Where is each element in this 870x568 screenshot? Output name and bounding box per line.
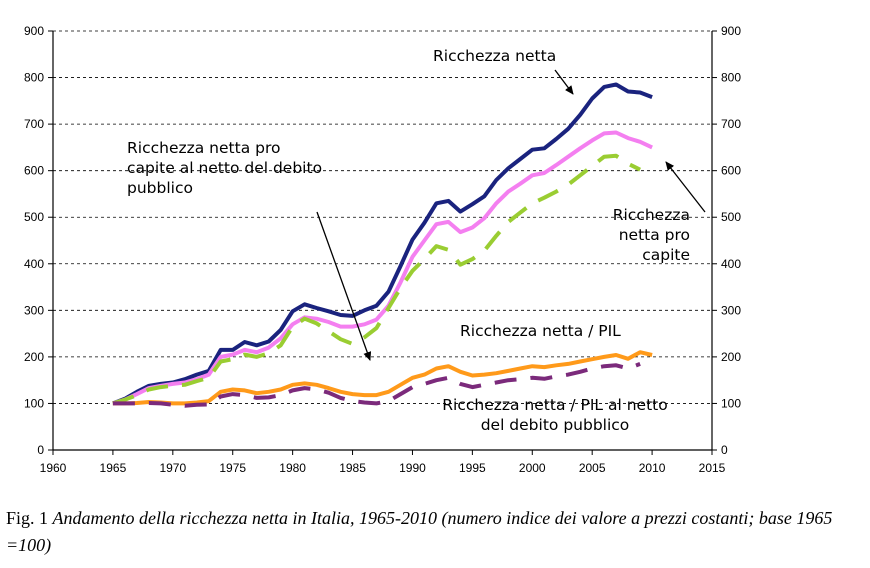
annotation-0-line-0: Ricchezza netta	[433, 47, 556, 65]
x-tick-label-1980: 1980	[279, 461, 306, 475]
annotation-4: Ricchezza netta / PIL al netto del debito…	[442, 396, 667, 434]
x-tick-label-1960: 1960	[40, 461, 67, 475]
axes	[48, 30, 717, 455]
annotation-arrow-0	[554, 69, 574, 95]
annotation-2-line-2: capite	[642, 246, 690, 264]
y-tick-label-left-800: 800	[24, 71, 44, 85]
annotation-2-line-1: netta pro	[619, 226, 690, 244]
y-tick-label-left-300: 300	[24, 303, 44, 317]
y-tick-label-left-500: 500	[24, 210, 44, 224]
annotation-3: Ricchezza netta / PIL	[460, 322, 621, 340]
y-tick-label-left-900: 900	[24, 24, 44, 38]
annotation-2-line-0: Ricchezza	[613, 206, 690, 224]
x-tick-label-1985: 1985	[339, 461, 366, 475]
x-tick-label-2015: 2015	[699, 461, 726, 475]
y-tick-label-left-400: 400	[24, 257, 44, 271]
annotation-4-line-1: del debito pubblico	[481, 416, 630, 434]
x-tick-label-2010: 2010	[639, 461, 666, 475]
x-tick-label-2005: 2005	[579, 461, 606, 475]
annotation-1-line-1: capite al netto del debito	[127, 159, 322, 177]
series-layer	[112, 82, 653, 408]
y-tick-label-right-500: 500	[721, 210, 741, 224]
y-tick-label-right-0: 0	[721, 443, 728, 457]
y-tick-label-left-600: 600	[24, 164, 44, 178]
x-tick-label-2000: 2000	[519, 461, 546, 475]
annotation-4-line-0: Ricchezza netta / PIL al netto	[442, 396, 667, 414]
y-tick-label-right-800: 800	[721, 71, 741, 85]
annotation-1-line-0: Ricchezza netta pro	[127, 139, 280, 157]
annotations: Ricchezza netta Ricchezza netta pro capite…	[127, 47, 706, 434]
annotation-2: Ricchezza netta pro capite	[613, 206, 690, 264]
x-tick-label-1995: 1995	[459, 461, 486, 475]
annotation-1-line-2: pubblico	[127, 179, 193, 197]
annotation-arrow-1	[316, 211, 372, 361]
caption-prefix: Fig. 1	[6, 508, 53, 528]
y-tick-label-right-600: 600	[721, 164, 741, 178]
annotation-arrow-2	[665, 161, 706, 213]
x-tick-label-1990: 1990	[399, 461, 426, 475]
y-tick-label-left-700: 700	[24, 117, 44, 131]
series-line-1	[112, 130, 653, 406]
line-chart: 0 100 200 300 400 500 600 700 800 900 0 100 200 300 40…	[24, 24, 741, 475]
x-tick-label-1975: 1975	[219, 461, 246, 475]
series-line-3	[112, 350, 653, 406]
annotation-0: Ricchezza netta	[433, 47, 556, 65]
y-tick-label-left-200: 200	[24, 350, 44, 364]
x-tick-label-1965: 1965	[100, 461, 127, 475]
figure-caption: Fig. 1 Andamento della ricchezza netta i…	[6, 505, 866, 559]
y-tick-label-left-100: 100	[24, 396, 44, 410]
annotation-3-line-0: Ricchezza netta / PIL	[460, 322, 621, 340]
y-tick-label-right-700: 700	[721, 117, 741, 131]
y-tick-label-right-200: 200	[721, 350, 741, 364]
y-tick-label-right-300: 300	[721, 303, 741, 317]
series-line-4	[112, 362, 641, 408]
y-tick-label-right-100: 100	[721, 396, 741, 410]
series-line-2	[112, 153, 641, 406]
series-line-0	[112, 82, 653, 406]
caption-text: Andamento della ricchezza netta in Itali…	[6, 508, 833, 555]
tick-labels: 0 100 200 300 400 500 600 700 800 900 0 100 200 300 40…	[24, 24, 741, 475]
x-tick-label-1970: 1970	[159, 461, 186, 475]
y-tick-label-right-900: 900	[721, 24, 741, 38]
y-tick-label-left-0: 0	[37, 443, 44, 457]
annotation-1: Ricchezza netta pro capite al netto del d…	[127, 139, 322, 197]
y-tick-label-right-400: 400	[721, 257, 741, 271]
